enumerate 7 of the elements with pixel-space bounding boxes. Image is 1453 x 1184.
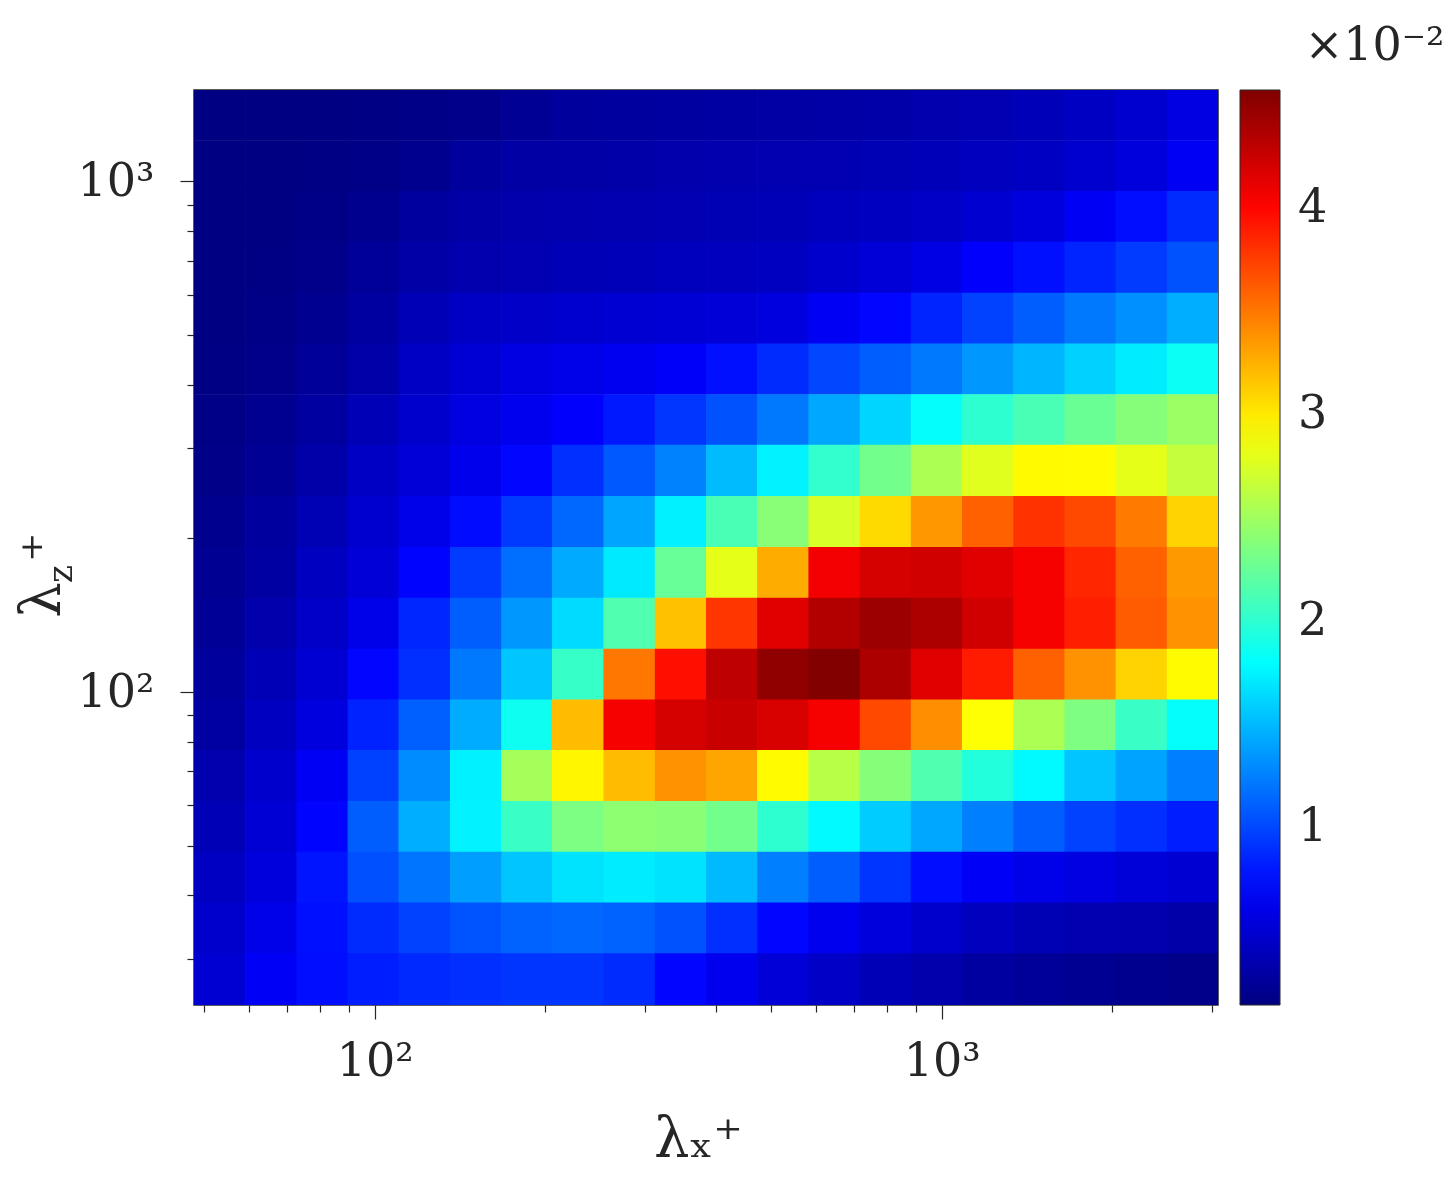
color-bar-label: 4 [1298,178,1328,233]
color-bar-label: 1 [1298,798,1328,853]
color-bar-title: ×10⁻² [1304,17,1445,71]
color-bar-label: 3 [1298,385,1328,440]
y-axis-title: λz⁺ [8,532,81,618]
x-axis-title: λₓ⁺ [653,1105,743,1170]
color-bar-label: 2 [1298,591,1328,646]
